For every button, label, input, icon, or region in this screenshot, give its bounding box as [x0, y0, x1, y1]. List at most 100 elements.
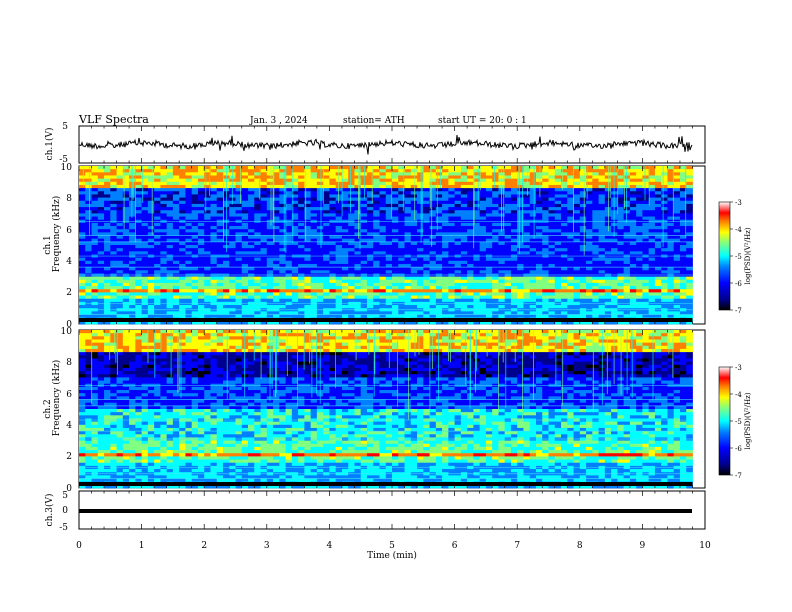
spec1-cell: [235, 263, 243, 268]
spec1-cell: [442, 279, 449, 284]
spec1-cell: [442, 305, 449, 309]
spec1-cell: [586, 178, 593, 183]
spec1-cell: [504, 260, 512, 265]
spec1-cell: [166, 245, 174, 249]
spec1-cell: [510, 216, 518, 221]
spec1-cell: [354, 166, 362, 170]
spec1-cell: [323, 311, 330, 315]
spec1-cell: [135, 172, 142, 176]
spec1-cell: [129, 191, 136, 195]
spec1-cell: [191, 314, 199, 319]
spec1-cell: [435, 229, 443, 233]
spec1-cell: [260, 263, 268, 268]
spec1-cell: [617, 248, 625, 252]
spec1-cell: [210, 251, 218, 255]
spec1-cell: [517, 181, 524, 186]
spec1-cell: [266, 260, 274, 265]
spec1-cell: [479, 263, 487, 268]
spec1-cell: [85, 197, 92, 202]
spec1-cell: [523, 191, 531, 195]
spec1-cell: [523, 210, 531, 214]
spec1-cell: [504, 289, 512, 293]
spec1-cell: [360, 181, 368, 186]
spec1-cell: [479, 188, 487, 192]
spec1-cell: [366, 210, 374, 214]
spec1-cell: [617, 197, 625, 202]
spec1-cell: [485, 210, 493, 214]
spec1-cell: [561, 320, 568, 325]
spec1-cell: [304, 279, 312, 284]
spec1-cell: [542, 178, 549, 183]
spec1-cell: [241, 257, 249, 262]
spec1-cell: [273, 213, 280, 217]
spec1-cell: [366, 260, 374, 265]
spec1-cell: [592, 210, 599, 214]
spec1-cell: [629, 289, 637, 293]
spec1-cell: [304, 188, 312, 192]
spec1-cell: [273, 207, 280, 211]
spec1-cell: [504, 270, 512, 274]
spec1-cell: [510, 213, 518, 217]
spec1-cell: [479, 292, 487, 296]
spec1-cell: [260, 286, 268, 290]
spec1-cell: [335, 222, 343, 227]
spec1-cell: [116, 292, 124, 296]
spec1-cell: [323, 263, 330, 268]
spec1-cell: [467, 188, 474, 192]
spec1-cell: [191, 260, 199, 265]
spec1-cell: [104, 270, 111, 274]
spec1-cell: [542, 289, 549, 293]
spec1-cell: [310, 263, 318, 268]
spec1-cell: [392, 295, 399, 300]
spec1-cell: [204, 178, 211, 183]
spec1-cell: [104, 172, 111, 176]
spec1-cell: [617, 295, 625, 300]
spec1-cell: [122, 305, 130, 309]
spec1-cell: [191, 292, 199, 296]
spec1-cell: [686, 210, 693, 214]
spec1-cell: [667, 191, 675, 195]
spec1-cell: [129, 305, 136, 309]
spec1-cell: [91, 184, 99, 189]
spec1-cell: [304, 175, 312, 180]
spec1-cell: [323, 279, 330, 284]
spec1-cell: [354, 175, 362, 180]
spec1-cell: [392, 289, 399, 293]
spec1-cell: [204, 248, 211, 252]
spec1-cell: [329, 178, 337, 183]
spec1-cell: [598, 298, 606, 303]
spec1-cell: [548, 235, 556, 240]
spec1-cell: [504, 181, 512, 186]
spec1-cell: [679, 251, 687, 255]
spec1-cell: [216, 282, 224, 287]
spec1-cell: [185, 251, 193, 255]
spec1-cell: [260, 188, 268, 192]
spec1-cell: [310, 276, 318, 281]
spec1-cell: [97, 197, 105, 202]
spec1-cell: [373, 184, 380, 189]
spec1-cell: [679, 263, 687, 268]
spec1-cell: [542, 260, 549, 265]
spec1-cell: [535, 216, 543, 221]
spec1-cell: [592, 267, 599, 271]
spec1-cell: [654, 178, 662, 183]
spec1-cell: [592, 282, 599, 287]
spec1-cell: [172, 175, 180, 180]
spec1-cell: [510, 241, 518, 246]
spec1-cell: [329, 232, 337, 236]
spec1-cell: [210, 232, 218, 236]
spec1-cell: [172, 320, 180, 325]
spec1-cell: [323, 238, 330, 243]
spec1-cell: [285, 178, 293, 183]
spec1-cell: [554, 194, 562, 198]
spec1-cell: [348, 181, 355, 186]
spec1-cell: [573, 320, 581, 325]
spec1-cell: [266, 263, 274, 268]
spec1-cell: [435, 311, 443, 315]
spec1-cell: [579, 194, 587, 198]
spec1-cell: [498, 292, 506, 296]
spec1-cell: [623, 289, 631, 293]
spec1-cell: [79, 245, 86, 249]
spec1-cell: [561, 184, 568, 189]
spec1-cell: [248, 213, 255, 217]
